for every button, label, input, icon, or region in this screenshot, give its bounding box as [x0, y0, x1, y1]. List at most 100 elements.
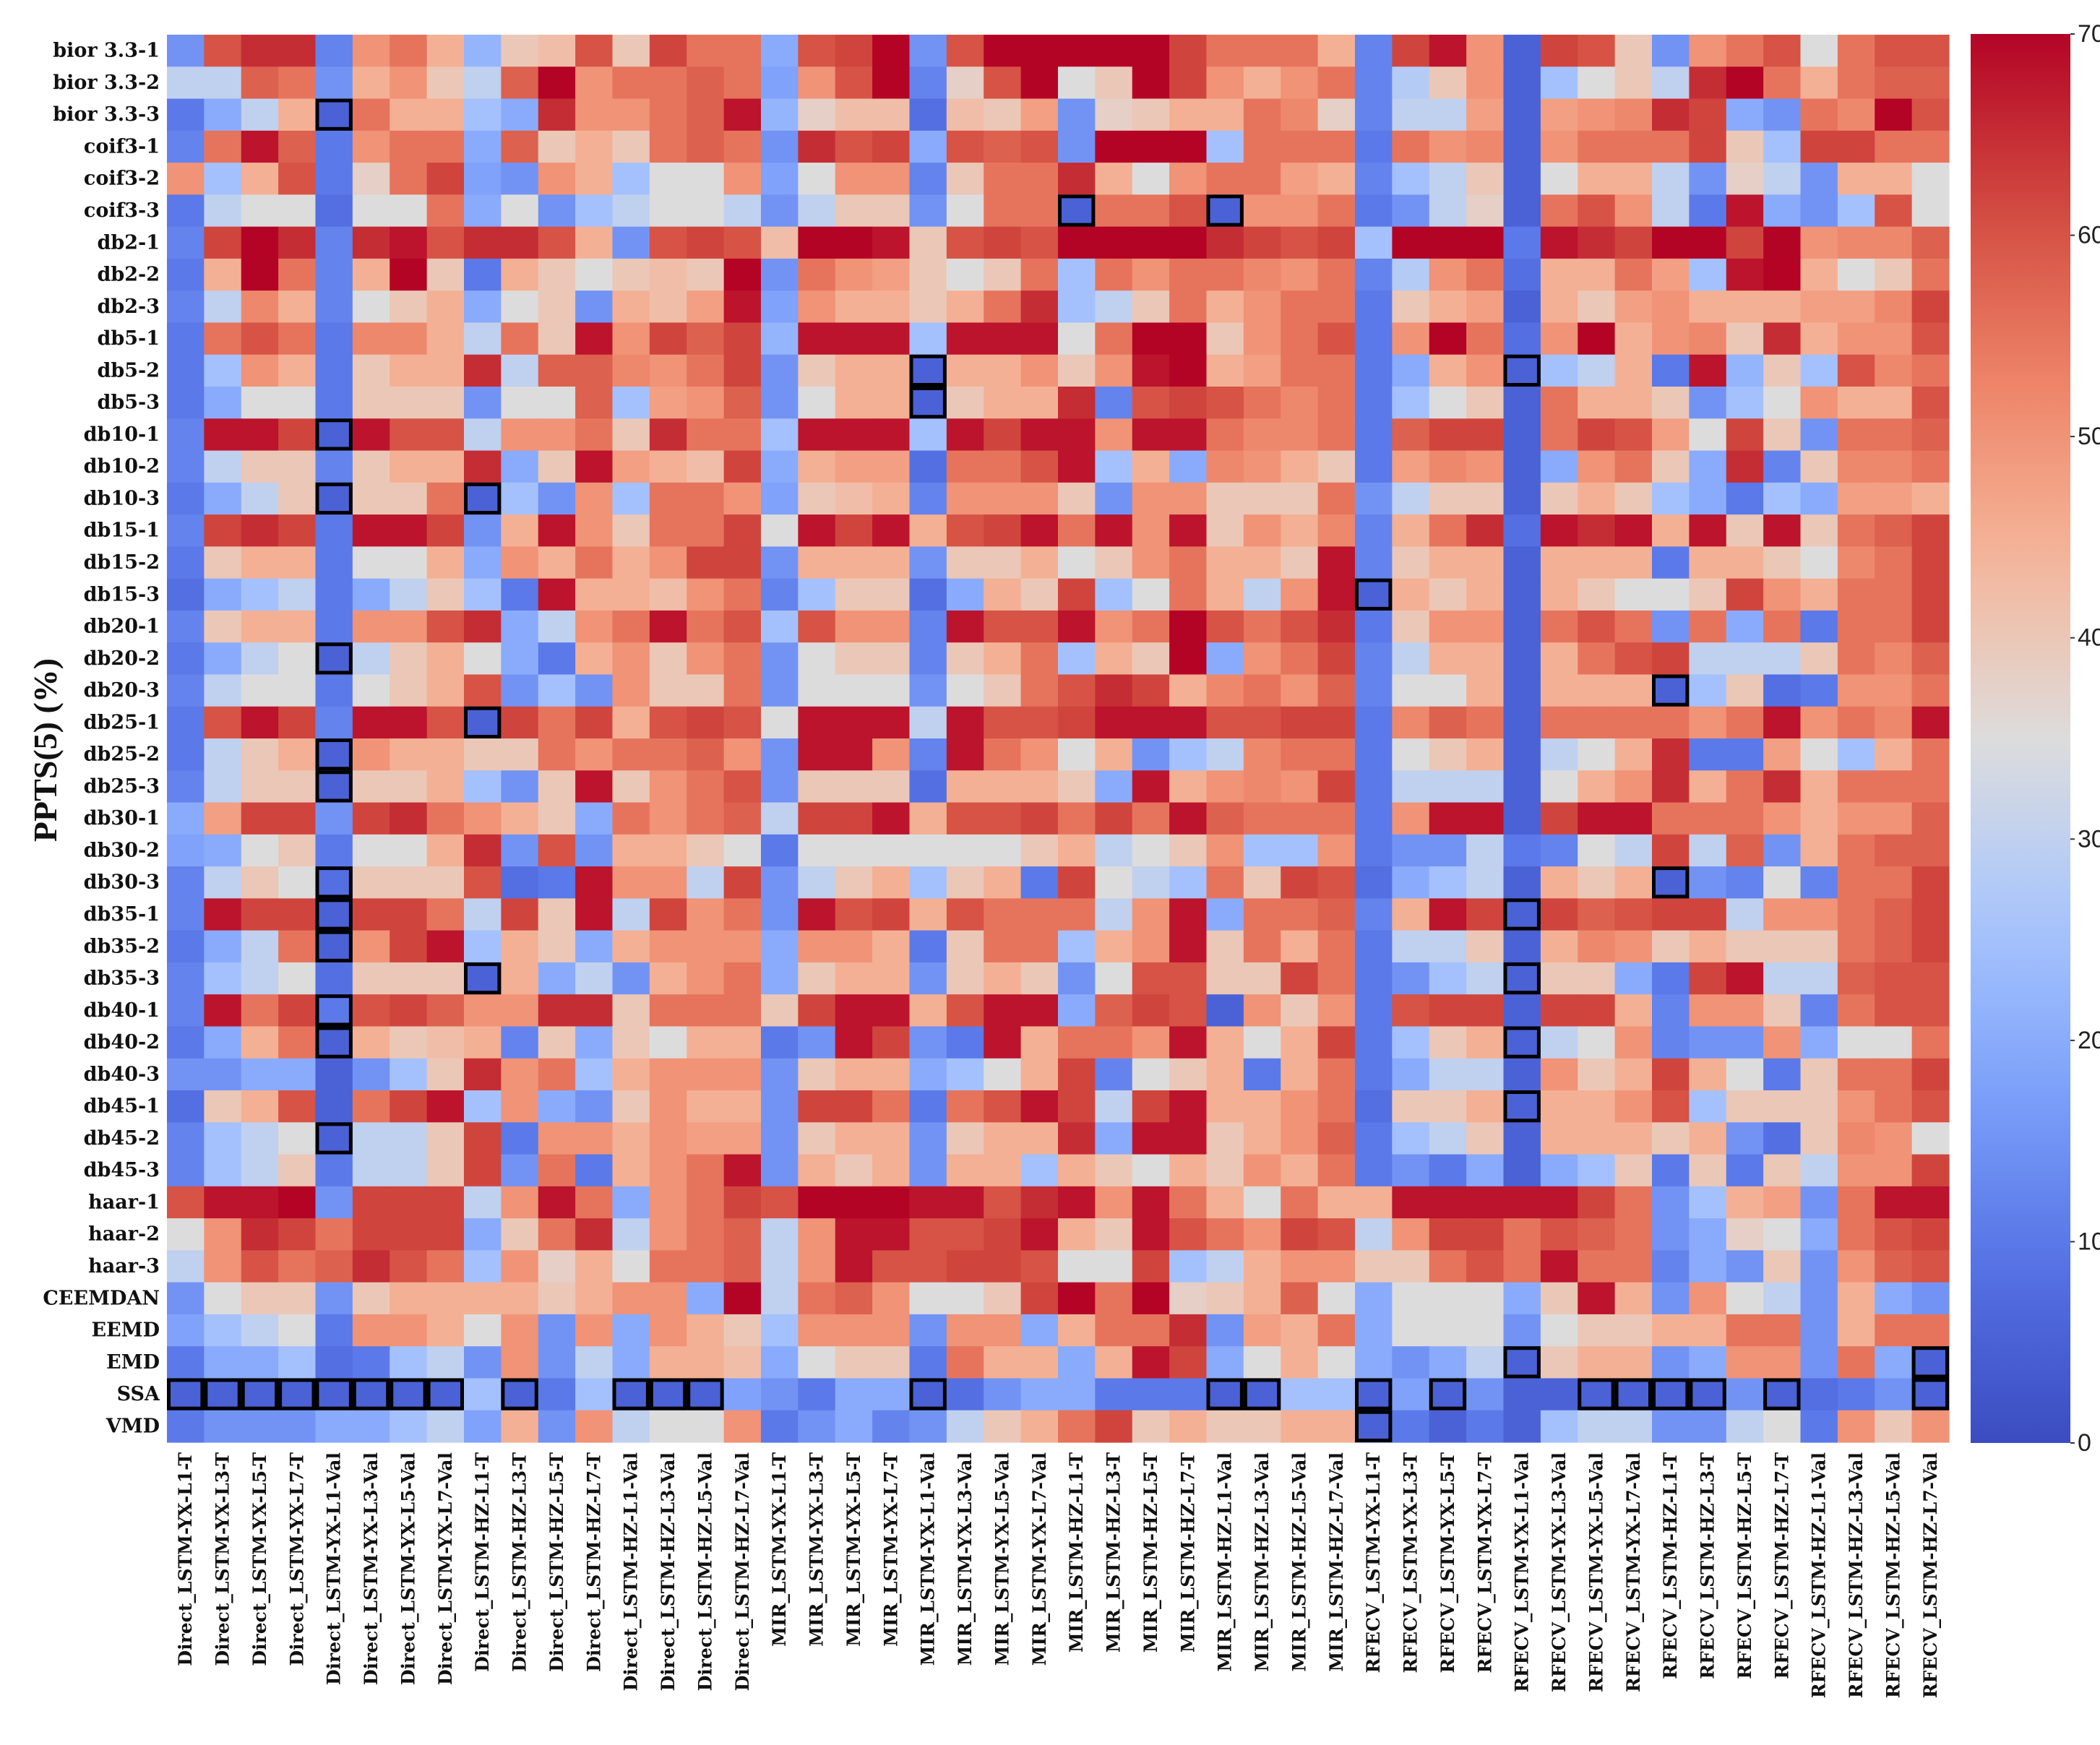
heatmap-cell [501, 482, 539, 515]
heatmap-cell [204, 706, 242, 739]
heatmap-cell [241, 642, 279, 676]
heatmap-cell [1132, 66, 1170, 100]
heatmap-cell [1355, 66, 1393, 100]
heatmap-cell [909, 482, 947, 515]
heatmap-cell [1020, 834, 1059, 867]
heatmap-cell [1614, 706, 1653, 739]
heatmap-cell [1281, 962, 1319, 995]
heatmap-cell [909, 898, 947, 931]
heatmap-cell [1503, 802, 1541, 835]
heatmap-cell [1800, 610, 1838, 643]
heatmap-cell [575, 578, 614, 611]
heatmap-cell [1503, 962, 1541, 995]
heatmap-cell [1689, 1154, 1727, 1187]
heatmap-cell [1132, 738, 1170, 771]
heatmap-cell [575, 898, 614, 931]
heatmap-cell [1800, 1282, 1838, 1315]
heatmap-cell [1911, 1410, 1950, 1443]
heatmap-cell [835, 387, 873, 419]
heatmap-cell [946, 578, 984, 611]
heatmap-cell [872, 802, 911, 835]
heatmap-cell [204, 1314, 242, 1347]
highlight-box [1503, 354, 1541, 387]
heatmap-cell [1614, 930, 1653, 963]
heatmap-cell [1503, 1346, 1541, 1379]
heatmap-cell [390, 1122, 428, 1155]
heatmap-cell [687, 866, 725, 899]
heatmap-cell [278, 1026, 317, 1059]
heatmap-cell [390, 578, 428, 611]
heatmap-cell [1578, 418, 1616, 452]
heatmap-cell [1206, 578, 1244, 611]
column-label: RFECV_LSTM-YX-L3-T [1400, 1452, 1421, 1673]
heatmap-cell [1429, 546, 1467, 579]
heatmap-cell [1281, 642, 1319, 676]
highlight-box [1911, 1378, 1950, 1410]
heatmap-cell [426, 450, 465, 483]
heatmap-cell [872, 387, 911, 419]
heatmap-cell [1837, 834, 1875, 867]
heatmap-cell [872, 1250, 911, 1283]
heatmap-cell [1466, 898, 1505, 931]
heatmap-cell [1540, 898, 1578, 931]
heatmap-cell [241, 163, 279, 195]
heatmap-cell [1355, 1090, 1393, 1123]
heatmap-cell [538, 514, 576, 547]
heatmap-cell [1058, 1058, 1096, 1091]
heatmap-cell [1540, 387, 1578, 419]
heatmap-cell [352, 450, 390, 483]
heatmap-cell [1095, 770, 1133, 803]
heatmap-cell [1132, 674, 1170, 707]
heatmap-cell [984, 834, 1022, 867]
heatmap-cell [426, 387, 465, 419]
heatmap-cell [390, 450, 428, 483]
heatmap-cell [798, 1346, 836, 1379]
heatmap-cell [1355, 1186, 1393, 1219]
heatmap-cell [835, 674, 873, 707]
heatmap-cell [1132, 578, 1170, 611]
heatmap-cell [1392, 163, 1430, 195]
heatmap-cell [1763, 770, 1802, 803]
heatmap-cell [1875, 834, 1913, 867]
row-label: db10-1 [84, 423, 160, 446]
heatmap-cell [1058, 354, 1096, 387]
heatmap-cell [872, 163, 911, 195]
heatmap-cell [464, 258, 502, 291]
heatmap-cell [167, 1250, 205, 1283]
heatmap-cell [798, 1314, 836, 1347]
heatmap-cell [1281, 1090, 1319, 1123]
heatmap-cell [1169, 1058, 1208, 1091]
heatmap-cell [649, 194, 687, 228]
heatmap-cell [1652, 35, 1690, 67]
colorbar-tick-label: 40 [2078, 624, 2100, 652]
heatmap-cell [761, 258, 799, 291]
heatmap-cell [575, 226, 614, 259]
heatmap-cell [278, 226, 317, 259]
heatmap-cell [798, 898, 836, 931]
heatmap-cell [1800, 994, 1838, 1027]
heatmap-cell [1206, 354, 1244, 387]
heatmap-cell [1206, 258, 1244, 291]
heatmap-cell [723, 674, 762, 707]
heatmap-cell [241, 194, 279, 228]
heatmap-cell [1169, 802, 1208, 835]
heatmap-cell [1726, 1282, 1764, 1315]
heatmap-cell [1132, 1314, 1170, 1347]
heatmap-cell [1540, 962, 1578, 995]
heatmap-cell [390, 994, 428, 1027]
heatmap-cell [352, 226, 390, 259]
heatmap-cell [1911, 578, 1950, 611]
heatmap-cell [278, 546, 317, 579]
heatmap-cell [1652, 770, 1690, 803]
heatmap-cell [241, 962, 279, 995]
heatmap-cell [1614, 1218, 1653, 1251]
heatmap-cell [464, 1218, 502, 1251]
heatmap-cell [1800, 66, 1838, 100]
heatmap-cell [1503, 194, 1541, 228]
heatmap-cell [872, 1090, 911, 1123]
heatmap-cell [1837, 1058, 1875, 1091]
highlight-box [204, 1378, 241, 1410]
heatmap-cell [278, 1186, 317, 1219]
heatmap-cell [1429, 1314, 1467, 1347]
heatmap-cell [426, 35, 465, 67]
